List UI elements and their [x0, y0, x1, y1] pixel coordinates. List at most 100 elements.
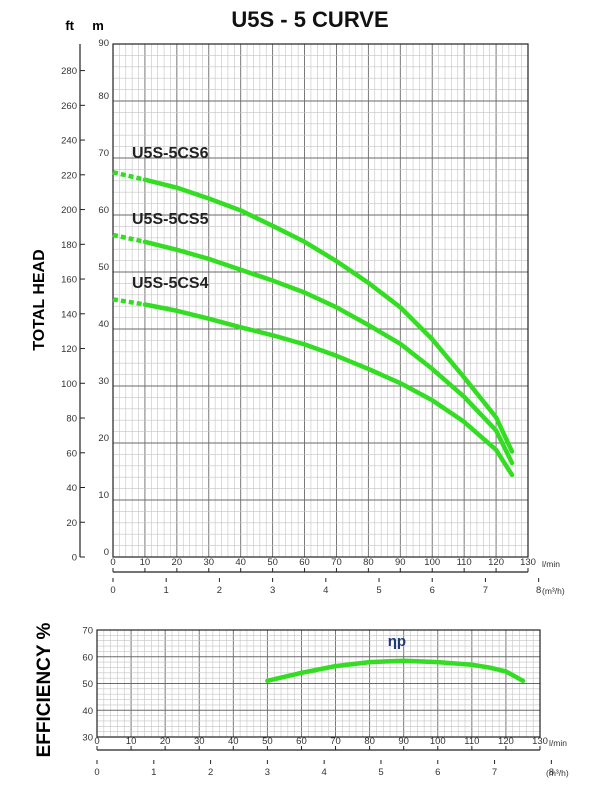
ft-tick-label: 80 [66, 414, 77, 425]
x2-tick-label: 0 [94, 767, 99, 778]
x-tick-label: 100 [430, 736, 446, 747]
x-tick-label: 30 [203, 557, 214, 568]
x2-tick-label: 5 [378, 767, 383, 778]
x-tick-label: 0 [110, 557, 115, 568]
x-tick-label: 50 [267, 557, 278, 568]
x2-tick-label: 2 [217, 585, 222, 596]
x-tick-label: 70 [331, 557, 342, 568]
ft-tick-label: 100 [61, 379, 77, 390]
x2-tick-label: 8 [549, 767, 554, 778]
x2-tick-label: 1 [151, 767, 156, 778]
x2-tick-label: 7 [492, 767, 497, 778]
x-tick-label: 50 [262, 736, 273, 747]
m-tick-label: 90 [98, 38, 109, 49]
m-tick-label: 10 [98, 490, 109, 501]
plot-frame [96, 629, 541, 738]
series-label: U5S-5CS5 [132, 211, 209, 228]
y-tick-label: 50 [82, 679, 93, 690]
m-tick-label: 30 [98, 376, 109, 387]
x-tick-label: 40 [228, 736, 239, 747]
series-line [142, 302, 515, 478]
series-line-start-dashed [112, 297, 146, 307]
ft-tick-label: 40 [66, 483, 77, 494]
y-tick-label: 40 [82, 706, 93, 717]
x2-tick-label: 1 [164, 585, 169, 596]
series-line [265, 658, 526, 684]
x-tick-label: 100 [424, 557, 440, 568]
ft-tick-label: 160 [61, 275, 77, 286]
ft-unit-label: ft [65, 18, 74, 33]
x2-tick-label: 2 [208, 767, 213, 778]
y-tick-label: 30 [82, 733, 93, 744]
x-tick-label: 60 [296, 736, 307, 747]
ft-tick-label: 180 [61, 240, 77, 251]
m-tick-label: 20 [98, 433, 109, 444]
ft-tick-label: 240 [61, 136, 77, 147]
x-tick-label: 30 [194, 736, 205, 747]
x-tick-label: 110 [457, 557, 472, 568]
series-label: U5S-5CS4 [132, 275, 209, 292]
ft-tick-label: 220 [61, 170, 77, 181]
x-tick-label: 20 [172, 557, 183, 568]
m-tick-label: 0 [104, 547, 109, 558]
x-tick-label: 60 [299, 557, 310, 568]
x2-tick-label: 4 [322, 767, 327, 778]
chart-title: U5S - 5 CURVE [231, 7, 388, 32]
series-label: ηp [388, 633, 406, 650]
x-tick-label: 80 [364, 736, 375, 747]
x-tick-label: 80 [363, 557, 374, 568]
ft-tick-label: 20 [66, 518, 77, 529]
series-line-start-dashed [112, 232, 146, 244]
x-tick-label: 90 [395, 557, 406, 568]
x-tick-label: 20 [160, 736, 171, 747]
x-tick-label: 70 [330, 736, 341, 747]
x-tick-label: 40 [235, 557, 246, 568]
x-tick-label: 0 [94, 736, 99, 747]
y-axis-title: EFFICIENCY % [34, 623, 55, 758]
series-line [142, 239, 515, 466]
x2-tick-label: 6 [430, 585, 435, 596]
x2-tick-label: 4 [323, 585, 328, 596]
series-line-start-dashed [112, 170, 146, 182]
ft-tick-label: 140 [61, 309, 77, 320]
ft-tick-label: 260 [61, 101, 77, 112]
x2-tick-label: 3 [265, 767, 270, 778]
ft-tick-label: 280 [61, 66, 77, 77]
x-tick-label: 90 [398, 736, 409, 747]
ft-tick-label: 120 [61, 344, 77, 355]
y-axis-title: TOTAL HEAD [31, 249, 48, 350]
x2-tick-label: 8 [536, 585, 541, 596]
head-chart: ft02040608010012014016018020022024026028… [31, 18, 565, 596]
x2-unit-label: (m³/h) [546, 768, 569, 778]
x-tick-label: 120 [488, 557, 504, 568]
m-tick-label: 80 [98, 91, 109, 102]
x-tick-label: 110 [464, 736, 479, 747]
m-tick-label: 40 [98, 319, 109, 330]
x-tick-label: 120 [498, 736, 514, 747]
ft-tick-label: 60 [66, 448, 77, 459]
ft-tick-label: 0 [72, 553, 77, 564]
x-tick-label: 10 [140, 557, 151, 568]
x2-tick-label: 3 [270, 585, 275, 596]
x2-unit-label: (m³/h) [542, 586, 565, 596]
series-line [142, 177, 515, 454]
m-tick-label: 70 [98, 148, 109, 159]
x-unit-label: l/min [542, 559, 560, 569]
x2-tick-label: 5 [376, 585, 381, 596]
y-tick-label: 60 [82, 652, 93, 663]
x-tick-label: 130 [520, 557, 536, 568]
m-unit-label: m [92, 18, 104, 33]
m-tick-label: 60 [98, 205, 109, 216]
x-unit-label: l/min [549, 738, 567, 748]
x2-tick-label: 0 [110, 585, 115, 596]
x2-tick-label: 6 [435, 767, 440, 778]
x-tick-label: 130 [532, 736, 548, 747]
ft-tick-label: 200 [61, 205, 77, 216]
x-tick-label: 10 [126, 736, 137, 747]
series-label: U5S-5CS6 [132, 145, 209, 162]
y-tick-label: 70 [82, 626, 93, 637]
x2-tick-label: 7 [483, 585, 488, 596]
